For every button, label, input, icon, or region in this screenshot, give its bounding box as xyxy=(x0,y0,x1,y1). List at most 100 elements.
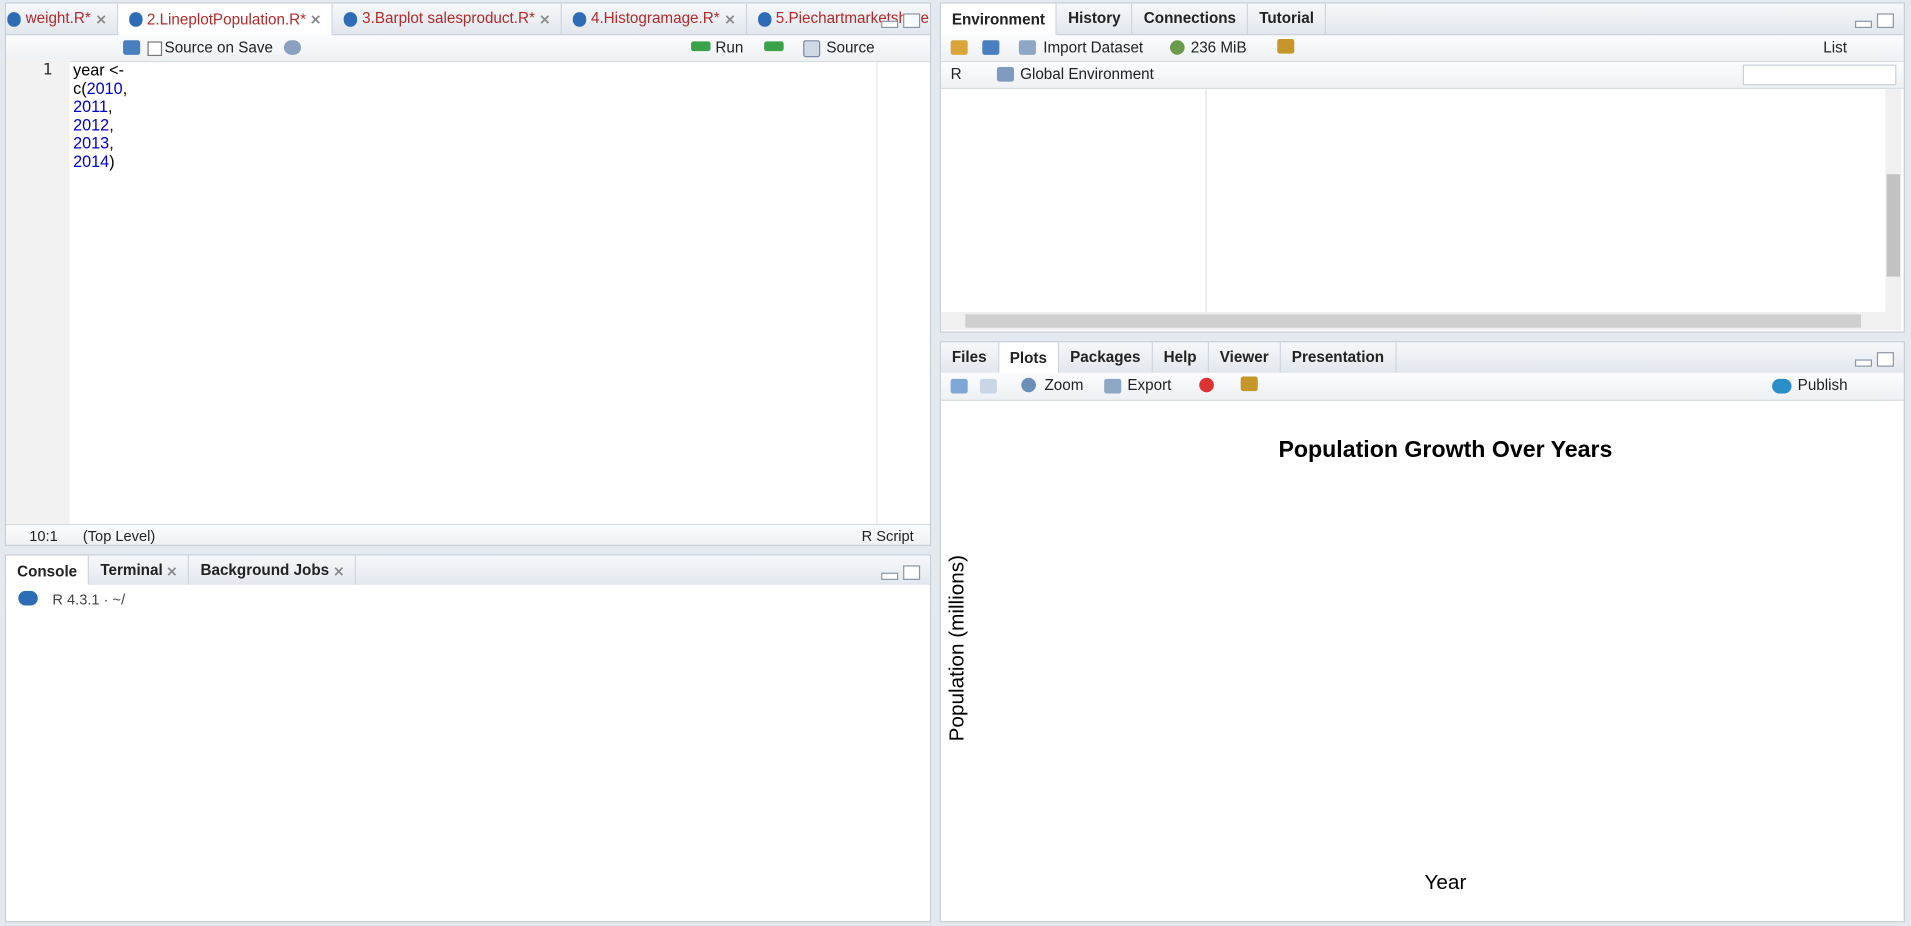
publish-icon[interactable] xyxy=(1772,378,1792,394)
tab[interactable]: Terminal xyxy=(89,555,190,587)
vertical-scrollbar[interactable] xyxy=(1885,88,1902,331)
file-icon xyxy=(128,12,142,27)
close-tab[interactable] xyxy=(725,14,735,24)
maximize[interactable] xyxy=(1876,13,1894,29)
export-button[interactable]: Export xyxy=(1127,376,1172,394)
tab-label: 3.Barplot salesproduct.R* xyxy=(362,9,535,27)
plots-toolbar: Zoom Export Publish xyxy=(940,372,1904,401)
horizontal-scrollbar[interactable] xyxy=(940,311,1886,331)
environment-scope[interactable]: Global Environment xyxy=(1020,65,1154,83)
view-mode[interactable]: List xyxy=(1823,38,1847,57)
clear-icon[interactable] xyxy=(1277,38,1295,54)
import-icon[interactable] xyxy=(1018,40,1036,55)
checkbox[interactable] xyxy=(147,41,163,57)
tab[interactable]: Plots xyxy=(998,342,1060,375)
close-tab[interactable] xyxy=(168,566,178,576)
tab-label: Files xyxy=(951,348,987,366)
tab-label: Help xyxy=(1163,348,1197,366)
close-stroke xyxy=(96,14,105,24)
tab[interactable]: Tutorial xyxy=(1248,3,1327,35)
tab-label: Connections xyxy=(1143,9,1237,27)
minimize[interactable] xyxy=(1854,359,1872,367)
tab-label: 2.LineplotPopulation.R* xyxy=(146,10,307,28)
y-axis-label: Population (millions) xyxy=(945,555,968,741)
tab[interactable]: 3.Barplot salesproduct.R* xyxy=(333,3,562,35)
tab-label: Background Jobs xyxy=(200,561,330,579)
scope[interactable]: (Top Level) xyxy=(82,527,156,545)
load-icon[interactable] xyxy=(950,40,968,55)
tab[interactable]: Environment xyxy=(940,3,1058,36)
tab[interactable]: Console xyxy=(6,555,90,588)
console-pane: Console Terminal Background Jobs R 4.3.1 ·… xyxy=(4,554,932,923)
tab[interactable]: Files xyxy=(941,342,999,373)
source-on-save[interactable]: Source on Save xyxy=(164,38,273,57)
plot: Population Growth Over Years Year Popula… xyxy=(945,436,1612,894)
minimize[interactable] xyxy=(1854,20,1872,29)
language[interactable]: R xyxy=(950,65,962,83)
tab-label: Tutorial xyxy=(1259,9,1314,27)
export-icon[interactable] xyxy=(1104,378,1122,394)
file-icon xyxy=(757,11,771,27)
tab[interactable]: 2.LineplotPopulation.R* xyxy=(117,3,333,36)
file-type[interactable]: R Script xyxy=(861,527,914,545)
plots-pane: Files Plots Packages Help Viewer Presentation… xyxy=(939,341,1905,923)
tab-label: weight.R* xyxy=(25,9,91,27)
rerun-icon[interactable] xyxy=(764,41,784,52)
maximize[interactable] xyxy=(1876,352,1894,367)
remove-icon[interactable] xyxy=(1199,377,1214,393)
maximize[interactable] xyxy=(903,565,921,580)
tab[interactable]: 4.Histogramage.R* xyxy=(562,3,747,35)
import-dataset[interactable]: Import Dataset xyxy=(1043,38,1144,57)
file-icon xyxy=(572,11,587,27)
save-icon[interactable] xyxy=(982,40,1000,55)
run-icon[interactable] xyxy=(691,41,711,52)
minimize[interactable] xyxy=(881,572,899,580)
close-stroke xyxy=(168,566,177,576)
close-stroke xyxy=(725,14,734,24)
tab[interactable]: Viewer xyxy=(1209,342,1281,373)
memory-usage[interactable]: 236 MiB xyxy=(1190,38,1247,57)
environment-pane: Environment History Connections Tutorial Im… xyxy=(939,2,1905,333)
cursor-position: 10:1 xyxy=(29,527,58,545)
close-tab[interactable] xyxy=(96,14,106,24)
close-tab[interactable] xyxy=(311,15,321,25)
clear-icon[interactable] xyxy=(1240,376,1258,392)
minimize[interactable] xyxy=(881,20,899,29)
zoom-icon[interactable] xyxy=(1021,377,1036,393)
tab[interactable]: weight.R* xyxy=(6,3,118,35)
publish-button[interactable]: Publish xyxy=(1797,376,1848,394)
console-header: R 4.3.1 · ~/ xyxy=(6,584,930,611)
close-tab[interactable] xyxy=(334,566,344,576)
tab[interactable]: History xyxy=(1057,3,1133,35)
run-button[interactable]: Run xyxy=(715,38,744,57)
search-box[interactable] xyxy=(1742,64,1897,86)
tab[interactable]: Presentation xyxy=(1281,342,1397,373)
tab[interactable]: Help xyxy=(1153,342,1209,373)
viewer-tabs: Files Plots Packages Help Viewer Presentation xyxy=(940,342,1904,375)
status-bar: 10:1 (Top Level) R Script xyxy=(6,523,930,545)
margin-line xyxy=(876,59,878,526)
tab-label: Packages xyxy=(1070,348,1141,366)
chart-title: Population Growth Over Years xyxy=(1278,436,1612,462)
source-icon[interactable] xyxy=(803,40,821,58)
tab-label: Environment xyxy=(951,10,1045,28)
tab-label: Plots xyxy=(1009,349,1047,367)
file-icon xyxy=(7,11,21,27)
close-stroke xyxy=(540,14,549,24)
save-icon[interactable] xyxy=(123,40,141,55)
source-button[interactable]: Source xyxy=(826,38,875,57)
environment-tabs: Environment History Connections Tutorial xyxy=(940,3,1904,36)
close-tab[interactable] xyxy=(540,14,550,24)
back-icon[interactable] xyxy=(950,378,968,394)
maximize[interactable] xyxy=(903,13,921,29)
forward-icon[interactable] xyxy=(979,378,997,394)
tab[interactable]: Connections xyxy=(1133,3,1249,35)
tab[interactable]: Packages xyxy=(1059,342,1153,373)
tab[interactable]: Background Jobs xyxy=(189,555,356,587)
r-version: R 4.3.1 · ~/ xyxy=(52,590,126,608)
tab-label: History xyxy=(1068,9,1121,27)
editor-toolbar: Source on Save Run Source xyxy=(6,35,930,63)
line-number: 1 xyxy=(42,60,53,80)
zoom-button[interactable]: Zoom xyxy=(1044,376,1084,394)
search-icon[interactable] xyxy=(283,40,302,55)
